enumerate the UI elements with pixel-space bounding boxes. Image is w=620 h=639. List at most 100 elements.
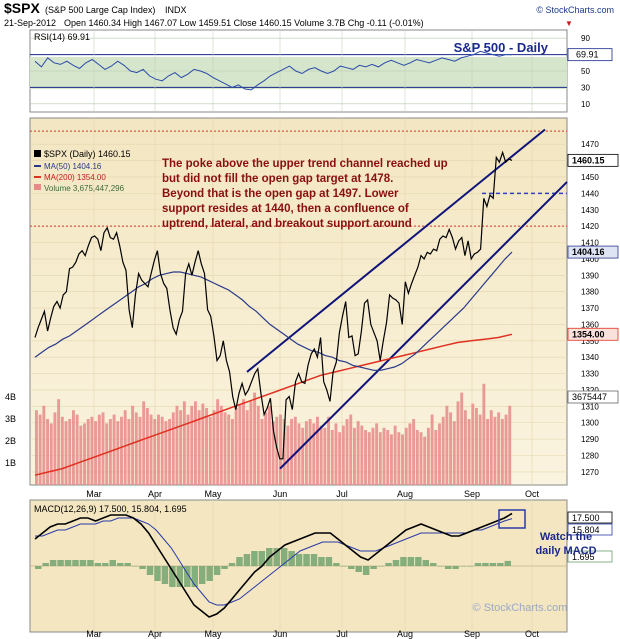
volume-bar [264,412,268,485]
macd-histogram-bar [362,566,370,575]
volume-bar [441,416,445,485]
volume-bar [60,416,64,485]
volume-bar [478,414,482,485]
x-tick-label: Oct [525,629,540,639]
volume-bar [230,419,234,485]
volume-bar [371,427,375,485]
volume-bar [426,427,430,485]
macd-histogram-bar [437,566,444,567]
quote-line: Open 1460.34 High 1467.07 Low 1459.51 Cl… [64,18,424,28]
price-tick-label: 1470 [581,140,599,149]
x-tick-label: Aug [397,489,413,499]
rsi-value-label: 69.91 [576,50,599,60]
volume-bar [101,412,105,485]
volume-bar [190,405,194,485]
volume-bar [49,423,53,485]
price-tick-label: 1320 [581,386,599,395]
volume-bar [234,408,238,485]
copyright: © StockCharts.com [536,5,614,15]
date-label: 21-Sep-2012 [4,18,56,28]
volume-bar [334,423,338,485]
volume-bar [249,401,253,485]
volume-bar [53,412,57,485]
macd-histogram-bar [415,557,422,566]
volume-bar [415,430,419,485]
volume-bar [404,427,408,485]
ma50-value-label: 1404.16 [572,247,605,257]
annotation-line-2: but did not fill the open gap target at … [162,173,393,185]
volume-bar [90,416,94,485]
macd-histogram-bar [251,551,258,566]
axis-labels: 907050301069.911470146014501440143014201… [5,34,619,639]
macd-histogram-bar [318,557,325,566]
volume-bar [423,436,427,485]
legend-volume: Volume 3,675,447,296 [44,184,125,193]
volume-bar [142,401,146,485]
volume-bar [238,403,242,485]
macd-histogram-bar [49,560,57,566]
volume-bar [393,425,397,485]
macd-line [34,512,513,618]
volume-bar [138,416,142,485]
volume-bar [438,423,441,485]
macd-histogram-bar [228,563,236,566]
volume-bar [338,432,342,485]
macd-histogram-bar [280,548,288,566]
volume-bar [375,423,379,485]
volume-bar [500,419,504,485]
macd-highlight-box [498,509,526,529]
histogram-value-label-box [567,550,613,563]
macd-histogram-bar [191,566,198,587]
rsi-value-box [567,48,613,62]
x-tick-label: May [204,489,222,499]
rsi-tick-label: 30 [581,83,590,92]
volume-bar [79,425,83,485]
ma200-line [34,333,513,476]
macd-histogram-bar [310,554,318,566]
macd-histogram-bar [236,557,243,566]
macd-histogram-bar [370,566,377,569]
volume-bar [134,412,138,485]
macd-histogram-bar [221,566,228,569]
legend-swatch-volume [34,184,41,190]
volume-bar [297,423,301,485]
macd-histogram-bar [430,563,437,566]
volume-bar [219,405,223,485]
volume-bar [486,419,490,485]
price-tick-label: 1310 [581,402,599,411]
macd-histogram-bar [273,548,280,566]
volume-bar [157,414,160,485]
volume-bar [282,419,286,485]
volume-bar [389,434,393,485]
macd-histogram-bar [94,563,102,566]
volume-bar [260,419,264,485]
volume-bar [452,421,456,485]
macd-histogram-bar [348,566,355,569]
volume-bar [497,412,501,485]
volume-bar [475,408,478,485]
volume-bar [208,416,212,485]
rsi-line [34,50,513,91]
macd-histogram-bar [400,557,407,566]
volume-bar [253,392,257,485]
volume-bar [301,427,305,485]
macd-histogram-bar [131,566,139,567]
macd-histogram-bar [504,560,511,566]
x-tick-label: Apr [148,629,162,639]
macd-histogram-bar [340,566,348,567]
volume-value-box [567,390,619,404]
price-line [34,150,513,460]
volume-bar [267,405,271,485]
volume-bar [345,419,349,485]
volume-tick-label: 4B [5,392,16,402]
volume-bar [408,423,412,485]
macd-histogram-bar [213,566,221,575]
macd-histogram-bar [325,557,333,566]
volume-bar [293,416,297,485]
volume-bar [482,383,486,485]
volume-bar [327,416,331,485]
volume-bar [378,432,382,485]
volume-bar [412,419,416,485]
price-tick-label: 1330 [581,370,599,379]
x-tick-label: Jun [273,629,288,639]
